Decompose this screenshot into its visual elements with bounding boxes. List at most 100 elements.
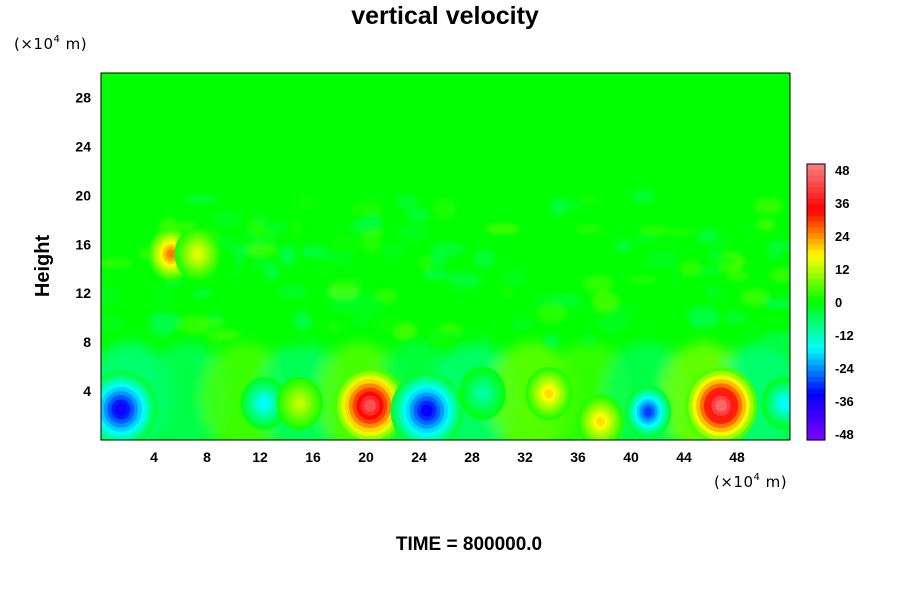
colorbar: 48 36 24 12 0 -12 -24 -36 -48 bbox=[806, 163, 855, 442]
feature bbox=[577, 395, 624, 440]
colorbar-segment bbox=[807, 319, 825, 326]
colorbar-segment bbox=[807, 221, 825, 228]
colorbar-segment bbox=[807, 342, 825, 349]
colorbar-tick-label: 48 bbox=[835, 163, 849, 178]
colorbar-segment bbox=[807, 371, 825, 378]
colorbar-segment bbox=[807, 307, 825, 315]
feature bbox=[459, 367, 506, 420]
texture-blob bbox=[723, 310, 748, 325]
texture-blob bbox=[321, 249, 355, 265]
texture-blob bbox=[726, 271, 750, 281]
y-tick-label: 20 bbox=[75, 187, 91, 203]
texture-blob bbox=[761, 330, 790, 353]
texture-blob bbox=[610, 303, 640, 320]
colorbar-segment bbox=[807, 302, 825, 309]
texture-blob bbox=[579, 194, 600, 208]
colorbar-segment bbox=[807, 296, 825, 303]
colorbar-tick-label: -48 bbox=[835, 427, 854, 442]
texture-blob bbox=[330, 277, 364, 289]
texture-blob bbox=[632, 233, 659, 244]
colorbar-segment bbox=[807, 313, 825, 320]
texture-blob bbox=[766, 240, 785, 262]
colorbar-tick-label: 0 bbox=[835, 295, 842, 310]
feature-contour bbox=[780, 398, 790, 409]
texture-blob bbox=[591, 290, 619, 313]
texture-blob bbox=[192, 289, 213, 299]
colorbar-segment bbox=[807, 192, 825, 200]
colorbar-segment bbox=[807, 330, 825, 338]
texture-blob bbox=[423, 270, 451, 280]
texture-blob bbox=[704, 287, 722, 296]
colorbar-segment bbox=[807, 290, 825, 297]
colorbar-segment bbox=[807, 434, 825, 441]
colorbar-segment bbox=[807, 227, 825, 234]
texture-blob bbox=[473, 249, 496, 269]
x-tick-label: 4 bbox=[150, 449, 158, 465]
colorbar-segment bbox=[807, 244, 825, 251]
feature bbox=[276, 376, 323, 430]
colorbar-segment bbox=[807, 336, 825, 343]
colorbar-segment bbox=[807, 233, 825, 240]
x-axis-unit: (×104 m) bbox=[714, 472, 787, 491]
colorbar-segment bbox=[807, 411, 825, 418]
texture-blob bbox=[680, 260, 703, 276]
texture-blob bbox=[127, 296, 153, 313]
texture-blob bbox=[207, 335, 222, 349]
texture-blob bbox=[502, 267, 528, 288]
colorbar-segment bbox=[807, 198, 825, 205]
colorbar-tick-label: -36 bbox=[835, 394, 854, 409]
colorbar-tick-label: -12 bbox=[835, 328, 854, 343]
colorbar-segment bbox=[807, 181, 825, 188]
colorbar-segment bbox=[807, 388, 825, 395]
plot-frame bbox=[100, 72, 791, 441]
texture-blob bbox=[376, 318, 404, 333]
texture-blob bbox=[253, 252, 270, 272]
texture-blob bbox=[510, 319, 534, 330]
colorbar-segment bbox=[807, 164, 825, 171]
texture-blob bbox=[352, 314, 371, 327]
colorbar-segment bbox=[807, 417, 825, 424]
colorbar-segment bbox=[807, 399, 825, 407]
colorbar-tick-label: 24 bbox=[835, 229, 850, 244]
texture-blob bbox=[743, 324, 758, 335]
texture-blob bbox=[500, 284, 515, 299]
feature bbox=[390, 371, 464, 440]
texture-blob bbox=[427, 328, 457, 347]
texture-blob bbox=[497, 241, 513, 250]
texture-blob bbox=[543, 334, 561, 348]
texture-blob bbox=[354, 324, 372, 333]
texture-blob bbox=[631, 189, 656, 204]
x-tick-label: 20 bbox=[358, 449, 374, 465]
colorbar-segment bbox=[807, 376, 825, 384]
colorbar-segment bbox=[807, 382, 825, 389]
y-tick-label: 16 bbox=[75, 236, 91, 252]
colorbar-segment bbox=[807, 279, 825, 286]
x-tick-label: 36 bbox=[570, 449, 586, 465]
colorbar-segment bbox=[807, 405, 825, 412]
texture-blob bbox=[150, 312, 181, 333]
feature bbox=[101, 370, 158, 440]
colorbar-segment bbox=[807, 256, 825, 263]
colorbar-tick-label: -24 bbox=[835, 361, 855, 376]
colorbar-segment bbox=[807, 273, 825, 280]
feature-contour bbox=[715, 399, 727, 412]
texture-blob bbox=[380, 245, 404, 256]
feature bbox=[525, 367, 573, 420]
texture-blob bbox=[418, 254, 433, 273]
colorbar-segment bbox=[807, 169, 825, 177]
feature bbox=[761, 376, 790, 430]
feature-contour bbox=[193, 249, 203, 259]
x-tick-label: 24 bbox=[411, 449, 427, 465]
plot-area bbox=[101, 73, 790, 440]
colorbar-tick-label: 12 bbox=[835, 262, 849, 277]
texture-blob bbox=[300, 245, 329, 259]
texture-blob bbox=[212, 211, 242, 227]
texture-blob bbox=[350, 202, 384, 217]
feature-contour bbox=[166, 249, 176, 259]
texture-blob bbox=[394, 224, 430, 243]
y-tick-label: 12 bbox=[75, 285, 91, 301]
texture-blob bbox=[615, 239, 633, 254]
texture-blob bbox=[706, 254, 738, 268]
texture-blob bbox=[406, 208, 431, 222]
